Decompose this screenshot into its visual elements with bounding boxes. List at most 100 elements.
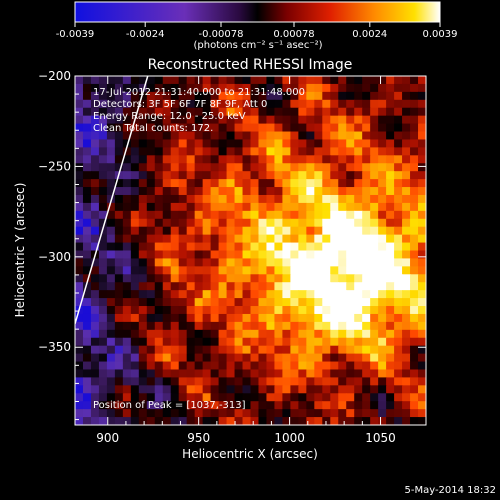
heatmap-cell — [362, 83, 371, 93]
heatmap-cell — [146, 226, 156, 236]
heatmap-cell — [178, 210, 188, 220]
heatmap-cell — [154, 345, 164, 355]
heatmap-cell — [330, 369, 339, 379]
heatmap-cell — [330, 234, 339, 244]
heatmap-cell — [122, 171, 132, 180]
heatmap-cell — [138, 369, 148, 379]
heatmap-cell — [186, 361, 196, 371]
heatmap-cell — [330, 139, 339, 148]
heatmap-cell — [338, 115, 347, 125]
heatmap-cell — [346, 329, 355, 339]
heatmap-cell — [75, 337, 84, 347]
heatmap-cell — [82, 258, 92, 267]
heatmap-cell — [330, 306, 339, 315]
heatmap-cell — [330, 409, 339, 418]
heatmap-cell — [378, 83, 387, 93]
heatmap-cell — [122, 163, 132, 172]
x-tick-label: 950 — [187, 431, 210, 445]
heatmap-cell — [170, 179, 180, 188]
heatmap-cell — [130, 163, 140, 172]
heatmap-cell — [330, 218, 339, 228]
heatmap-cell — [314, 409, 323, 418]
heatmap-cell — [394, 345, 403, 355]
heatmap-cell — [146, 417, 156, 425]
heatmap-cell — [186, 409, 196, 418]
heatmap-cell — [418, 202, 426, 212]
heatmap-cell — [202, 258, 212, 267]
heatmap-cell — [170, 155, 180, 164]
heatmap-cell — [226, 353, 236, 363]
heatmap-cell — [338, 345, 347, 355]
heatmap-cell — [122, 202, 132, 212]
plot-frame — [74, 75, 427, 426]
heatmap-cell — [146, 234, 156, 244]
heatmap-cell — [178, 179, 188, 188]
heatmap-cell — [266, 401, 276, 410]
heatmap-cell — [242, 417, 252, 425]
heatmap-cell — [106, 274, 116, 283]
heatmap-cell — [338, 123, 347, 133]
heatmap-cell — [202, 306, 212, 315]
heatmap-cell — [346, 163, 355, 172]
heatmap-cell — [138, 345, 148, 355]
heatmap-cell — [258, 345, 268, 355]
heatmap-cell — [266, 76, 276, 85]
heatmap-cell — [298, 171, 307, 180]
heatmap-cell — [106, 187, 116, 196]
heatmap-cell — [266, 123, 276, 133]
heatmap-cell — [154, 179, 164, 188]
heatmap-cell — [106, 258, 116, 267]
heatmap-cell — [402, 282, 411, 291]
heatmap-cell — [354, 361, 363, 371]
heatmap-cell — [138, 337, 148, 347]
heatmap-cell — [322, 218, 331, 228]
heatmap-cell — [410, 385, 419, 394]
heatmap-cell — [306, 290, 315, 299]
heatmap-cell — [258, 234, 268, 244]
heatmap-cell — [162, 385, 172, 394]
annotation-time-range: 17-Jul-2012 21:31:40.000 to 21:31:48.000 — [93, 87, 305, 98]
heatmap-cell — [162, 274, 172, 283]
heatmap-cell — [402, 258, 411, 267]
heatmap-cell — [306, 147, 315, 156]
heatmap-cell — [178, 329, 188, 339]
heatmap-cell — [234, 83, 244, 93]
heatmap-cell — [362, 282, 371, 291]
heatmap-cell — [226, 409, 236, 418]
heatmap-cell — [402, 417, 411, 425]
heatmap-cell — [146, 155, 156, 164]
heatmap-cell — [194, 226, 204, 236]
heatmap-cell — [306, 107, 315, 117]
heatmap-cell — [354, 194, 363, 204]
heatmap-cell — [226, 250, 236, 260]
heatmap-cell — [218, 377, 228, 386]
heatmap-cell — [394, 313, 403, 323]
heatmap-cell — [242, 329, 252, 339]
heatmap-cell — [410, 123, 419, 133]
heatmap-cell — [138, 131, 148, 141]
heatmap-cell — [306, 83, 315, 93]
heatmap-cell — [282, 353, 291, 363]
heatmap-cell — [354, 83, 363, 93]
heatmap-cell — [250, 218, 260, 228]
heatmap-cell — [194, 250, 204, 260]
heatmap-cell — [282, 83, 291, 93]
heatmap-cell — [322, 210, 331, 220]
heatmap-cell — [170, 147, 180, 156]
heatmap-cell — [146, 107, 156, 117]
heatmap-cell — [314, 131, 323, 141]
heatmap-cell — [290, 187, 299, 196]
heatmap-cell — [162, 369, 172, 379]
heatmap-cell — [282, 274, 291, 283]
heatmap-cell — [114, 321, 124, 331]
heatmap-cell — [90, 131, 100, 141]
heatmap-cell — [146, 401, 156, 410]
heatmap-cell — [210, 337, 220, 347]
heatmap-cell — [370, 337, 379, 347]
heatmap-cell — [234, 147, 244, 156]
heatmap-cell — [330, 187, 339, 196]
heatmap-cell — [370, 194, 379, 204]
heatmap-cell — [346, 115, 355, 125]
heatmap-cell — [354, 258, 363, 267]
heatmap-cell — [290, 83, 299, 93]
